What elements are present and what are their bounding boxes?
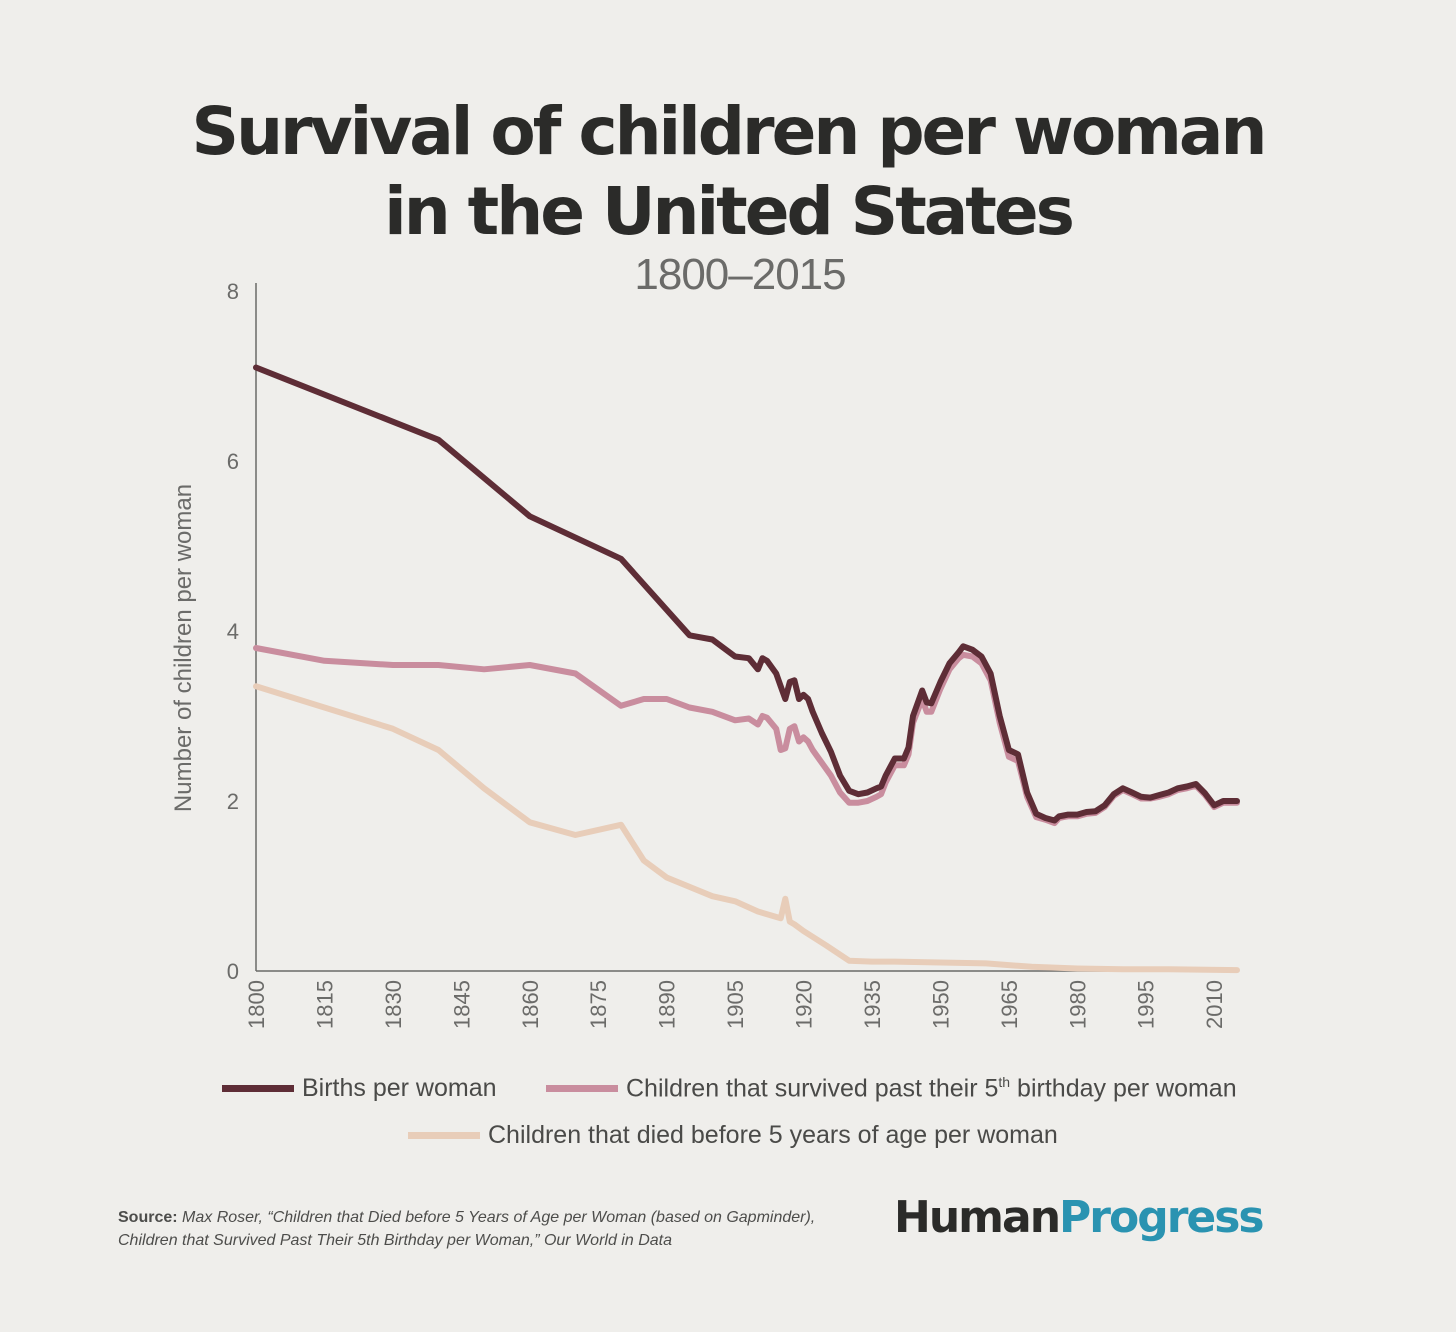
y-tick-label: 2 — [227, 789, 239, 814]
legend-label-survived-rest: birthday per woman — [1010, 1074, 1237, 1103]
legend-label-survived: Children that survived past their 5th bi… — [626, 1074, 1237, 1103]
x-tick-label: 1890 — [655, 980, 680, 1029]
legend-item-died: Children that died before 5 years of age… — [408, 1121, 1058, 1150]
x-tick-label: 1995 — [1134, 980, 1159, 1029]
y-tick-label: 6 — [227, 449, 239, 474]
legend-label-births: Births per woman — [302, 1074, 497, 1102]
title-line-2: in the United States — [384, 173, 1075, 250]
legend-swatch-births — [222, 1085, 294, 1092]
x-tick-label: 1860 — [518, 980, 543, 1029]
y-tick-label: 4 — [227, 619, 239, 644]
legend-label-died: Children that died before 5 years of age… — [488, 1121, 1058, 1149]
source-label: Source: — [118, 1209, 178, 1226]
x-tick-label: 1845 — [449, 980, 474, 1029]
y-tick-label: 8 — [227, 279, 239, 304]
legend-swatch-died — [408, 1132, 480, 1139]
legend-item-births: Births per woman — [222, 1074, 497, 1103]
humanprogress-logo: HumanProgress — [894, 1192, 1265, 1243]
chart-subtitle: 1800–2015 — [634, 250, 846, 299]
series-line-births — [253, 364, 1240, 824]
title-line-1: Survival of children per woman — [191, 93, 1268, 170]
x-tick-label: 1935 — [860, 980, 885, 1029]
logo-part-2: Progress — [1059, 1192, 1265, 1243]
x-tick-label: 1905 — [723, 980, 748, 1029]
x-tick-label: 1830 — [381, 980, 406, 1029]
series-line-died — [253, 683, 1240, 974]
chart-title: Survival of children per woman in the Un… — [0, 92, 1456, 252]
x-tick-label: 1800 — [244, 980, 269, 1029]
x-tick-label: 1815 — [312, 980, 337, 1029]
legend-label-survived-main: Children that survived past their 5 — [626, 1074, 999, 1103]
logo-part-1: Human — [894, 1192, 1061, 1243]
legend-swatch-survived — [546, 1085, 618, 1093]
x-tick-label: 1965 — [997, 980, 1022, 1029]
source-text: Max Roser, “Children that Died before 5 … — [118, 1209, 816, 1249]
legend-item-survived: Children that survived past their 5th bi… — [546, 1074, 1237, 1103]
x-tick-label: 1875 — [586, 980, 611, 1029]
y-tick-label: 0 — [227, 959, 239, 984]
source-note: Source: Max Roser, “Children that Died b… — [118, 1206, 878, 1252]
x-tick-label: 1920 — [792, 980, 817, 1029]
x-tick-label: 1980 — [1065, 980, 1090, 1029]
y-axis-label: Number of children per woman — [170, 484, 197, 812]
x-tick-label: 1950 — [928, 980, 953, 1029]
legend-label-survived-sup: th — [998, 1074, 1011, 1090]
x-tick-label: 2010 — [1202, 980, 1227, 1029]
